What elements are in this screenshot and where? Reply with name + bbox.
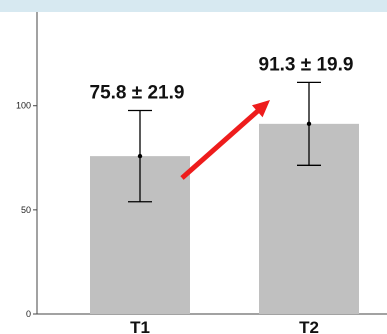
y-tick-label: 0 — [26, 309, 31, 319]
x-tick-label: T1 — [130, 318, 150, 334]
value-annotation: 91.3 ± 19.9 — [259, 54, 354, 75]
x-tick-labels: T1 T2 — [130, 318, 319, 334]
mean-point — [137, 153, 143, 159]
arrow-head — [251, 100, 270, 118]
y-tick-label: 50 — [21, 205, 31, 215]
arrow-shaft — [180, 107, 262, 180]
bar-chart: 0 50 100 T1 T2 75.8 ± 21.9 91.3 ± 19.9 — [16, 12, 387, 334]
error-bars — [128, 81, 321, 203]
mean-point — [306, 121, 312, 127]
y-tick-label: 100 — [16, 101, 31, 111]
x-tick-label: T2 — [299, 318, 319, 334]
chart-panel: 0 50 100 T1 T2 75.8 ± 21.9 91.3 ± 19.9 — [0, 12, 387, 334]
y-ticks: 0 50 100 — [16, 101, 37, 319]
value-annotations: 75.8 ± 21.9 91.3 ± 19.9 — [90, 54, 354, 103]
bars — [90, 123, 359, 314]
trend-arrow — [180, 100, 270, 180]
value-annotation: 75.8 ± 21.9 — [90, 83, 185, 104]
